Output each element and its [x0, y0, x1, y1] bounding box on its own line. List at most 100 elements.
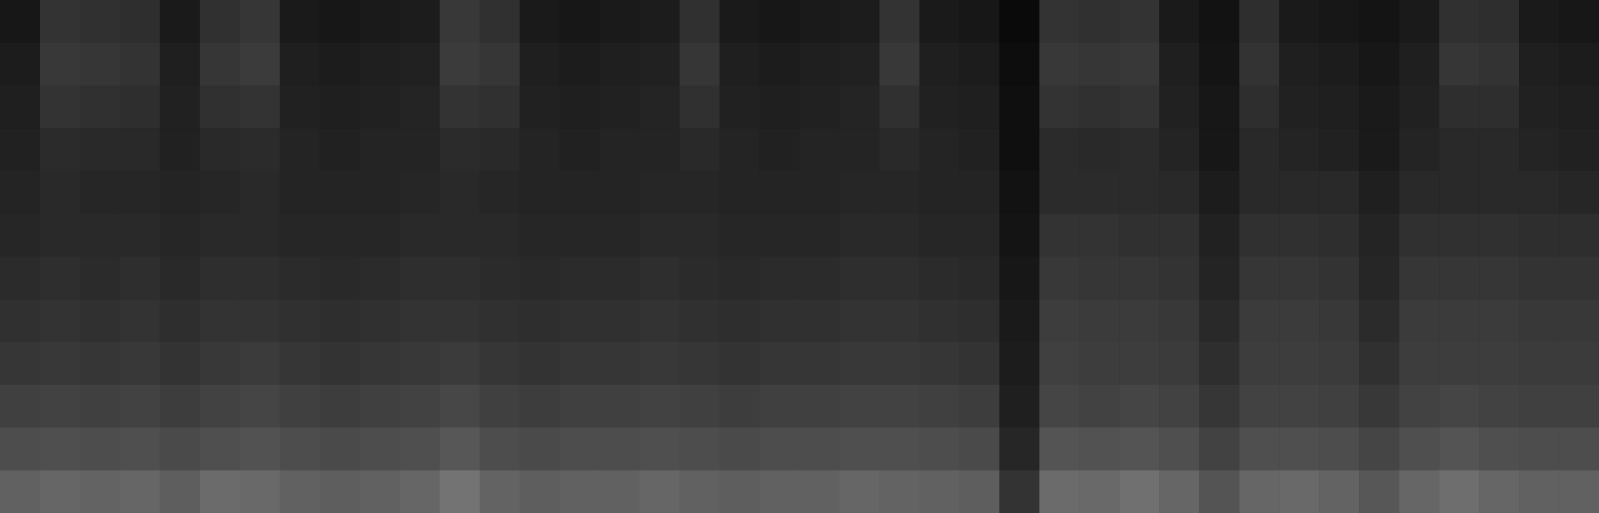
cell: [560, 43, 601, 86]
cell: [640, 257, 681, 300]
cell: [1119, 342, 1160, 385]
cell: [1559, 385, 1599, 428]
cell: [200, 428, 241, 471]
cell: [1159, 0, 1200, 43]
cell: [959, 214, 1000, 257]
cell: [80, 171, 121, 214]
cell: [1239, 342, 1280, 385]
cell: [959, 342, 1000, 385]
cell: [480, 257, 521, 300]
cell: [600, 342, 641, 385]
cell: [1479, 257, 1520, 300]
cell: [1359, 257, 1400, 300]
cell: [1519, 86, 1560, 129]
cell: [80, 128, 121, 171]
cell: [959, 43, 1000, 86]
cell: [1079, 43, 1120, 86]
cell: [80, 385, 121, 428]
cell: [839, 171, 880, 214]
cell: [1279, 214, 1320, 257]
cell: [40, 257, 81, 300]
cell: [999, 470, 1040, 513]
cell: [120, 128, 161, 171]
cell: [440, 428, 481, 471]
cell: [680, 214, 721, 257]
cell: [320, 299, 361, 342]
cell: [280, 171, 321, 214]
cell: [560, 470, 601, 513]
cell: [680, 43, 721, 86]
cell: [1159, 428, 1200, 471]
cell: [1119, 86, 1160, 129]
cell: [1239, 0, 1280, 43]
cell: [440, 299, 481, 342]
cell: [400, 342, 441, 385]
cell: [360, 128, 401, 171]
cell: [1479, 86, 1520, 129]
cell: [959, 128, 1000, 171]
cell: [1359, 171, 1400, 214]
cell: [440, 214, 481, 257]
cell: [1319, 385, 1360, 428]
cell: [760, 428, 801, 471]
cell: [80, 86, 121, 129]
cell: [1239, 470, 1280, 513]
cell: [240, 385, 281, 428]
cell: [560, 385, 601, 428]
cell: [1319, 299, 1360, 342]
cell: [1559, 86, 1599, 129]
cell: [280, 257, 321, 300]
cell: [1279, 171, 1320, 214]
cell: [680, 171, 721, 214]
cell: [999, 0, 1040, 43]
cell: [800, 299, 841, 342]
cell: [1559, 470, 1599, 513]
cell: [1079, 428, 1120, 471]
cell: [640, 0, 681, 43]
cell: [560, 257, 601, 300]
cell: [879, 214, 920, 257]
cell: [560, 128, 601, 171]
cell: [480, 128, 521, 171]
cell: [1079, 342, 1120, 385]
cell: [1159, 43, 1200, 86]
cell: [1119, 214, 1160, 257]
cell: [879, 342, 920, 385]
cell: [919, 128, 960, 171]
cell: [959, 385, 1000, 428]
cell: [1199, 257, 1240, 300]
cell: [360, 214, 401, 257]
cell: [1399, 385, 1440, 428]
cell: [879, 428, 920, 471]
cell: [600, 128, 641, 171]
cell: [560, 299, 601, 342]
cell: [40, 128, 81, 171]
cell: [1199, 299, 1240, 342]
cell: [1199, 0, 1240, 43]
cell: [1519, 171, 1560, 214]
cell: [480, 214, 521, 257]
cell: [40, 428, 81, 471]
cell: [680, 342, 721, 385]
cell: [720, 428, 761, 471]
cell: [1359, 342, 1400, 385]
cell: [320, 385, 361, 428]
cell: [120, 470, 161, 513]
cell: [1319, 342, 1360, 385]
cell: [280, 299, 321, 342]
cell: [800, 86, 841, 129]
cell: [1399, 43, 1440, 86]
cell: [240, 86, 281, 129]
cell: [1079, 299, 1120, 342]
cell: [1079, 86, 1120, 129]
cell: [400, 470, 441, 513]
cell: [999, 171, 1040, 214]
cell: [839, 299, 880, 342]
cell: [40, 86, 81, 129]
cell: [839, 257, 880, 300]
cell: [1359, 0, 1400, 43]
cell: [480, 428, 521, 471]
cell: [520, 428, 561, 471]
cell: [1479, 171, 1520, 214]
cell: [1039, 257, 1080, 300]
